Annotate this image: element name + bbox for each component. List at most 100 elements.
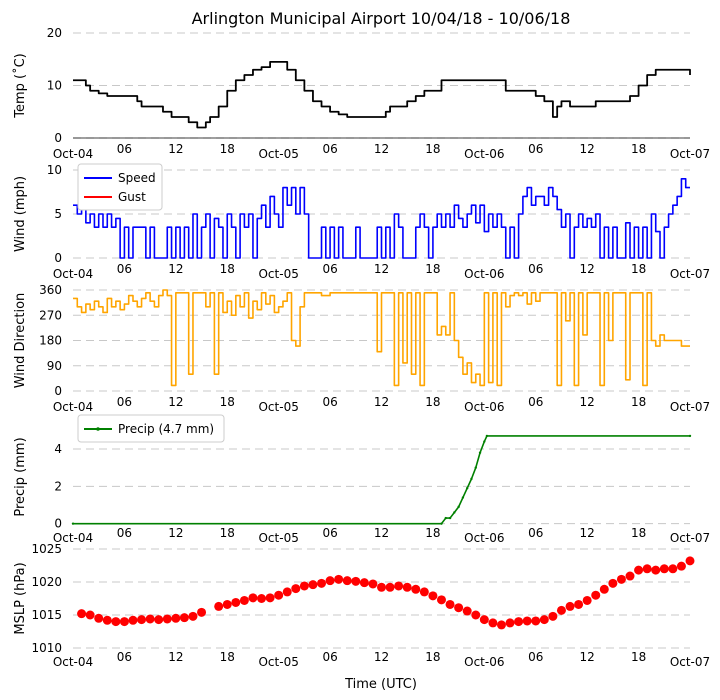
mslp-point — [394, 581, 404, 591]
mslp-point — [659, 564, 669, 574]
mslp-point — [351, 576, 361, 586]
x-tick-label: 18 — [220, 395, 235, 409]
mslp-point — [479, 615, 489, 625]
legend-box — [77, 163, 163, 211]
x-tick-label: Oct-06 — [464, 400, 504, 414]
y-tick-label: 270 — [39, 308, 62, 322]
y-tick-label: 10 — [47, 79, 62, 93]
legend-label: Speed — [118, 171, 156, 185]
x-tick-label: 12 — [374, 650, 389, 664]
mslp-point — [197, 607, 207, 617]
mslp-point — [248, 593, 258, 603]
mslp-point — [582, 595, 592, 605]
series-line-direction — [73, 289, 690, 387]
y-tick-label: 0 — [54, 251, 62, 265]
panel-mslp: 1010 1015 1020 1025 Oct-04 06 12 18 Oct-05 06 12 18… — [13, 542, 710, 669]
mslp-point — [291, 584, 301, 594]
precip-marker — [444, 516, 447, 520]
mslp-point — [625, 571, 635, 581]
y-tick-label: 0 — [54, 131, 62, 145]
x-tick-label: 12 — [168, 526, 183, 540]
precip-marker — [448, 516, 452, 520]
x-tick-label: 06 — [528, 142, 543, 156]
chart-title: Arlington Municipal Airport 10/04/18 - 1… — [192, 9, 571, 28]
x-tick-label: Oct-05 — [258, 400, 298, 414]
mslp-point — [514, 617, 524, 627]
precip-marker — [474, 466, 477, 469]
x-tick-label: 12 — [374, 395, 389, 409]
y-tick-label: 0 — [54, 384, 62, 398]
mslp-point — [299, 581, 309, 591]
precip-marker — [71, 522, 75, 525]
x-tick-label: 18 — [631, 526, 646, 540]
mslp-point — [154, 615, 164, 625]
legend-label: Precip (4.7 mm) — [118, 422, 214, 436]
mslp-point — [488, 618, 498, 628]
mslp-point — [634, 565, 644, 575]
x-tick-label: 06 — [528, 395, 543, 409]
x-tick-label: 06 — [322, 650, 337, 664]
mslp-point — [574, 599, 584, 609]
mslp-point — [616, 574, 626, 584]
x-tick-label: Oct-07 — [670, 655, 710, 669]
x-tick-label: Oct-07 — [670, 531, 710, 545]
panel-direction: 0 90 180 270 360 Oct-04 06 12 18 Oct-05 06 12 18 Oct-… — [13, 283, 710, 414]
y-tick-label: 1020 — [31, 575, 62, 589]
x-tick-label: Oct-05 — [258, 655, 298, 669]
precip-marker — [688, 434, 692, 438]
mslp-point — [222, 599, 232, 609]
y-tick-label: 180 — [39, 334, 62, 348]
y-tick-label: 20 — [47, 26, 62, 40]
mslp-point — [531, 616, 541, 626]
x-tick-label: 18 — [631, 142, 646, 156]
legend-box — [77, 414, 225, 443]
x-tick-label: 18 — [631, 395, 646, 409]
mslp-point — [137, 615, 147, 625]
x-tick-label: Oct-07 — [670, 400, 710, 414]
y-tick-label: 90 — [47, 359, 62, 373]
x-tick-label: 06 — [117, 395, 132, 409]
mslp-point — [308, 580, 318, 590]
x-tick-label: 18 — [220, 142, 235, 156]
x-tick-label: Oct-06 — [464, 531, 504, 545]
mslp-point — [111, 617, 121, 627]
mslp-point — [651, 565, 661, 575]
mslp-point — [428, 591, 438, 601]
mslp-point — [454, 603, 464, 613]
precip-marker — [453, 511, 456, 514]
x-tick-label: 06 — [322, 262, 337, 276]
mslp-point — [282, 587, 292, 597]
mslp-point — [102, 615, 112, 625]
mslp-point — [94, 613, 104, 623]
x-tick-label: 06 — [117, 526, 132, 540]
y-tick-label: 0 — [54, 517, 62, 531]
precip-marker — [465, 487, 469, 490]
mslp-point — [402, 582, 412, 592]
x-tick-label: 06 — [117, 262, 132, 276]
y-tick-label: 1010 — [31, 641, 62, 655]
x-tick-label: 18 — [425, 395, 440, 409]
x-tick-label: Oct-07 — [670, 147, 710, 161]
mslp-point — [436, 595, 446, 605]
mslp-point — [85, 610, 95, 620]
series-line-speed — [73, 178, 690, 259]
x-tick-label: 18 — [425, 526, 440, 540]
mslp-point — [539, 615, 549, 625]
y-tick-label: 5 — [54, 207, 62, 221]
mslp-point — [505, 618, 515, 628]
mslp-point — [334, 574, 344, 584]
mslp-point — [462, 606, 472, 616]
y-tick-label: 4 — [54, 442, 62, 456]
mslp-point — [471, 610, 481, 620]
precip-marker — [483, 440, 486, 443]
precip-marker — [478, 451, 482, 454]
y-axis-label: Wind Direction — [13, 293, 28, 389]
mslp-point — [385, 582, 395, 592]
mslp-point — [419, 587, 429, 597]
mslp-point — [591, 590, 601, 600]
mslp-point — [411, 584, 421, 594]
x-tick-label: 12 — [374, 526, 389, 540]
x-tick-label: 12 — [580, 650, 595, 664]
panel-wind: 0 5 10 Oct-04 06 12 18 Oct-05 06 12 18 Oct-06 06 12 18… — [13, 163, 710, 281]
